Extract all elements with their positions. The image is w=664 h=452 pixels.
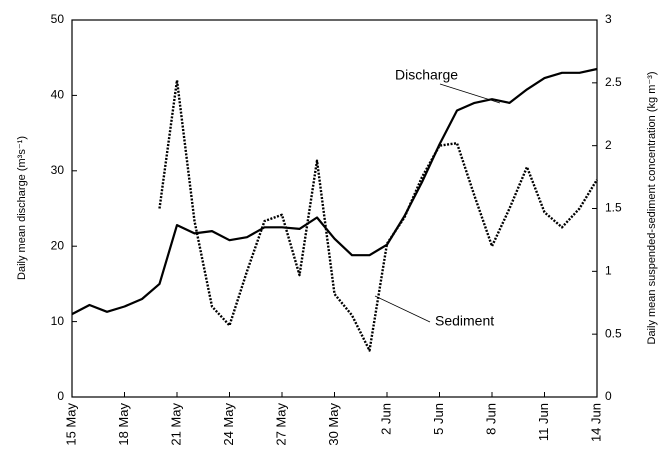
x-tick-label: 18 May <box>116 403 131 446</box>
y2-tick-label: 1.5 <box>605 201 622 215</box>
y2-tick-label: 1 <box>605 264 612 278</box>
y2-tick-label: 2 <box>605 138 612 152</box>
sediment-leader <box>374 295 431 323</box>
y-tick-label: 40 <box>51 88 65 102</box>
x-tick-label: 27 May <box>273 403 288 446</box>
y-tick-label: 20 <box>51 238 65 252</box>
x-tick-label: 14 Jun <box>588 403 603 442</box>
y2-tick-label: 3 <box>605 12 612 26</box>
y-tick-label: 50 <box>51 12 65 26</box>
x-tick-label: 11 Jun <box>536 403 551 441</box>
y-tick-label: 0 <box>57 389 64 403</box>
series-line <box>158 79 599 352</box>
x-tick-label: 21 May <box>168 403 183 446</box>
y2-axis-label: Daily mean suspended-sediment concentrat… <box>646 72 658 345</box>
y-tick-label: 10 <box>51 314 65 328</box>
y2-tick-label: 2.5 <box>605 75 622 89</box>
x-tick-label: 2 Jun <box>378 403 393 435</box>
x-tick-label: 5 Jun <box>431 403 446 435</box>
x-tick-label: 30 May <box>326 403 341 446</box>
y2-tick-label: 0 <box>605 389 612 403</box>
x-tick-label: 8 Jun <box>483 403 498 435</box>
y-axis-label: Daily mean discharge (m³s⁻¹) <box>16 136 28 280</box>
series-line <box>71 67 598 316</box>
y2-tick-label: 0.5 <box>605 326 622 340</box>
y-tick-label: 30 <box>51 163 65 177</box>
x-tick-label: 15 May <box>63 403 78 446</box>
sediment-annotation: Sediment <box>435 313 494 329</box>
x-tick-label: 24 May <box>221 403 236 446</box>
discharge-annotation: Discharge <box>395 67 458 83</box>
plot-frame <box>71 19 598 398</box>
